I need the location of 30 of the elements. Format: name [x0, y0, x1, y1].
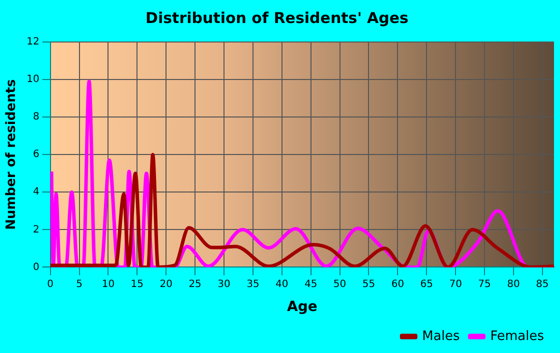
y-tick-label: 2	[32, 224, 40, 236]
y-tick-label: 10	[26, 74, 40, 86]
x-tick-label: 25	[188, 278, 202, 290]
x-tick-label: 15	[130, 278, 144, 290]
legend-label: Males	[422, 328, 460, 344]
x-tick-label: 30	[218, 278, 230, 290]
x-tick-label: 75	[478, 278, 491, 290]
x-tick-label: 40	[276, 278, 288, 290]
x-tick-label: 10	[102, 278, 115, 290]
legend-label: Females	[490, 328, 544, 344]
y-tick-label: 8	[32, 112, 40, 123]
y-tick-label: 12	[26, 36, 40, 48]
y-axis-title: Number of residents	[4, 79, 20, 230]
x-tick-label: 45	[304, 278, 318, 290]
x-tick-label: 80	[507, 278, 520, 290]
x-axis-title: Age	[286, 299, 318, 316]
y-tick-label: 0	[32, 262, 40, 273]
x-tick-label: 35	[246, 278, 260, 290]
chart-title: Distribution of Residents' Ages	[146, 8, 409, 27]
x-tick-label: 70	[449, 278, 462, 290]
x-tick-label: 0	[47, 278, 54, 290]
x-tick-label: 5	[76, 278, 82, 290]
x-tick-label: 20	[160, 278, 172, 290]
y-tick-label: 4	[32, 186, 40, 198]
x-tick-label: 60	[391, 278, 404, 290]
x-tick-label: 65	[420, 278, 433, 290]
y-tick-label: 6	[32, 149, 40, 160]
x-tick-label: 50	[333, 278, 346, 290]
x-tick-label: 85	[536, 278, 549, 290]
x-tick-label: 55	[362, 278, 376, 290]
